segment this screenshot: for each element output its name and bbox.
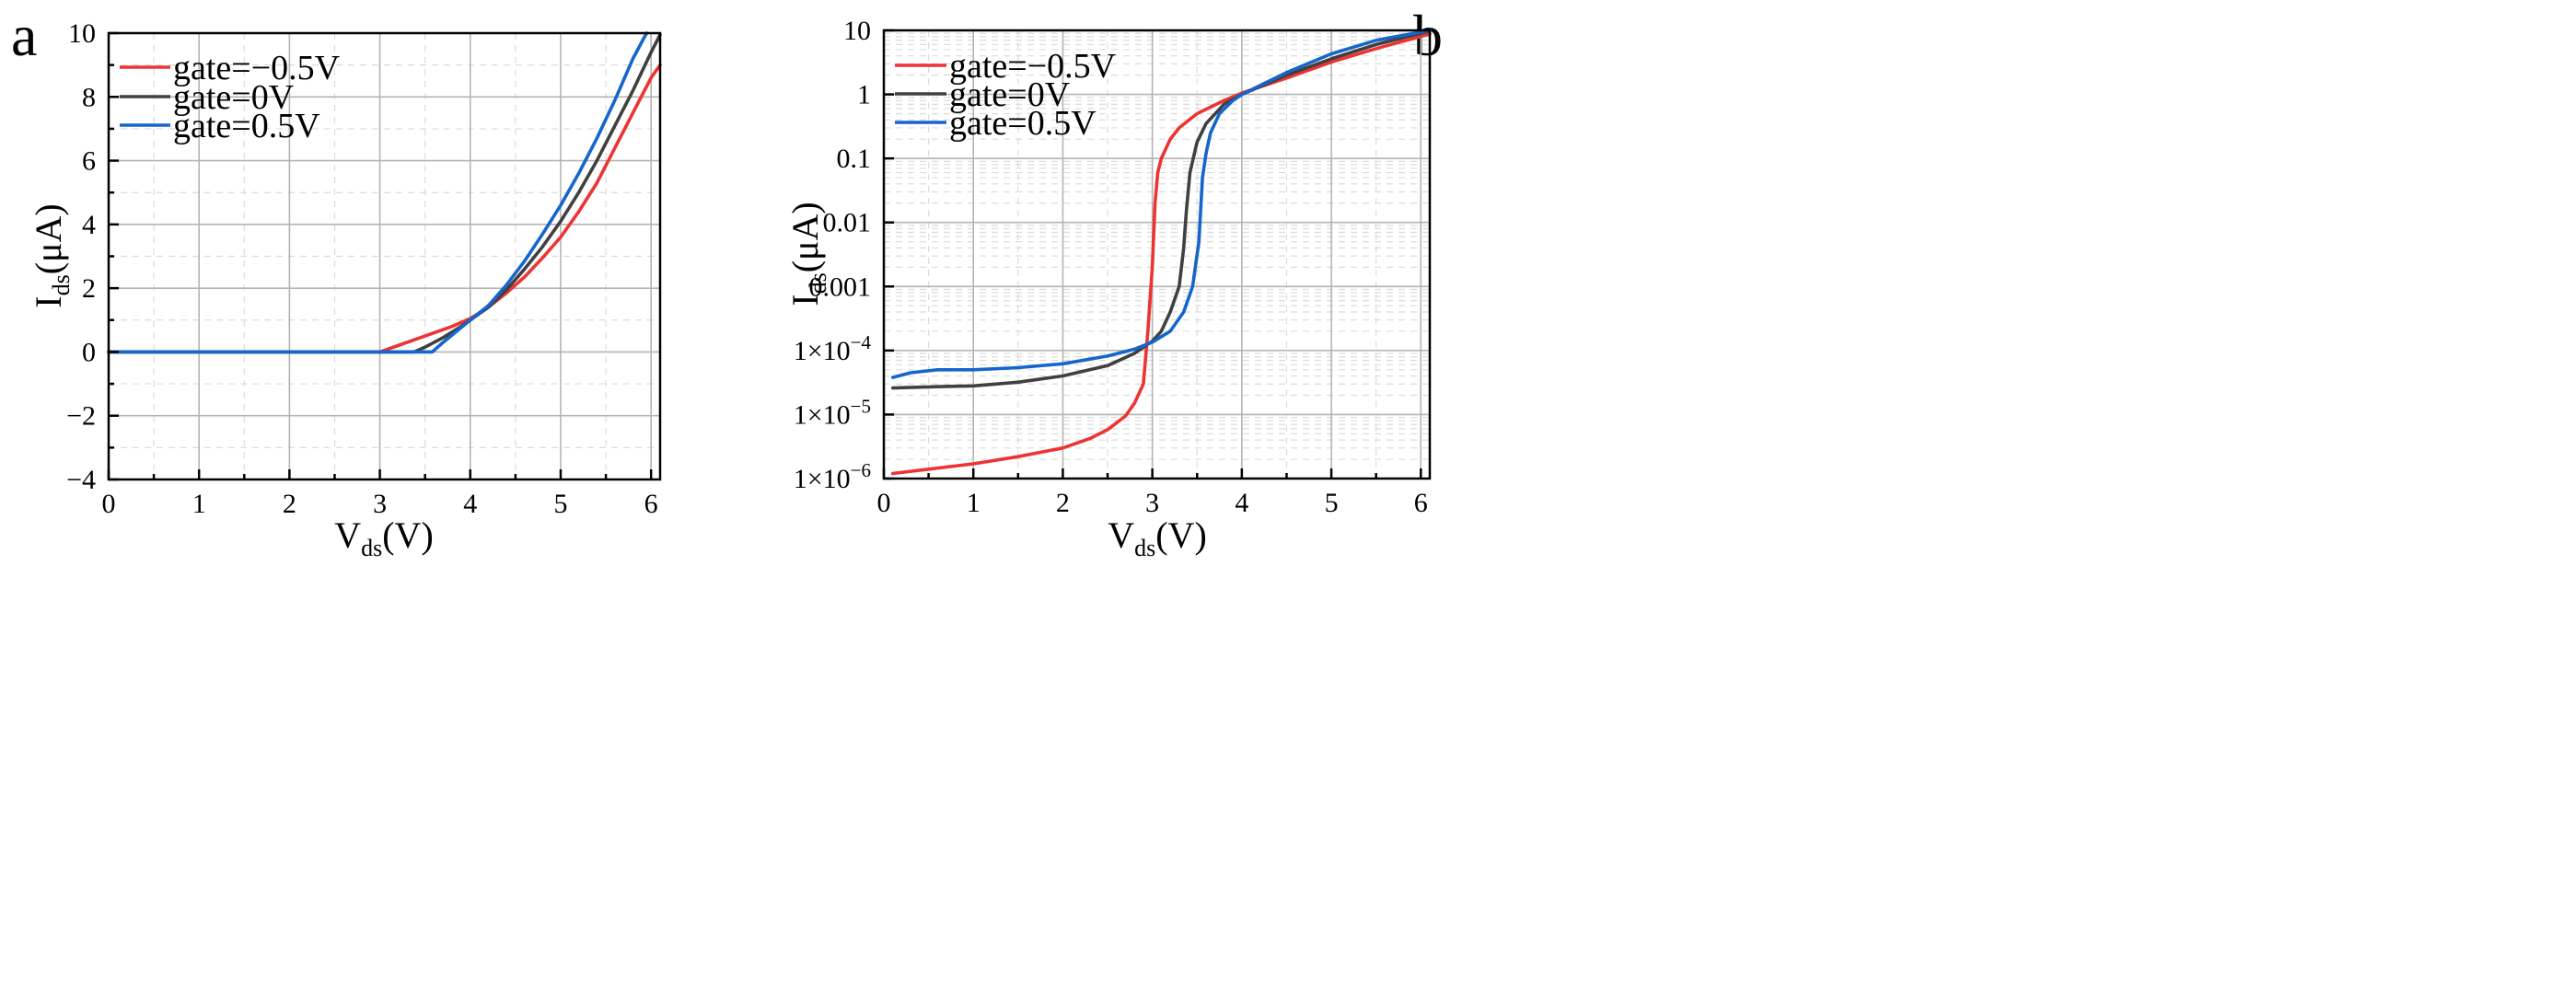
y-tick-label-b-0: 1×10−6 xyxy=(794,459,871,494)
legend-label-a-2: gate=0.5V xyxy=(173,107,320,145)
x-tick-label-a-5: 5 xyxy=(553,489,567,519)
panel-label-a: a xyxy=(11,3,37,68)
legend-item-b-1: gate=0V xyxy=(895,75,1071,114)
y-tick-label-a-6: 8 xyxy=(82,82,96,112)
x-axis-title-sub-a: ds xyxy=(361,535,382,561)
x-tick-label-b-0: 0 xyxy=(877,488,891,518)
x-tick-label-a-1: 1 xyxy=(192,489,206,519)
x-tick-label-a-3: 3 xyxy=(373,489,387,519)
y-axis-title-unit-a: (μA) xyxy=(28,203,69,274)
y-tick-label-a-1: −2 xyxy=(66,401,96,432)
y-tick-label-b-4: 0.01 xyxy=(823,208,872,238)
y-tick-label-a-7: 10 xyxy=(68,18,96,49)
y-axis-title-main-b: I xyxy=(784,294,826,306)
x-axis-title-main-a: V xyxy=(334,514,361,556)
x-tick-label-b-3: 3 xyxy=(1145,488,1159,518)
ticks-b: 0 1 2 3 4 5 6 1×10−6 1×10−5 1×10−4 0.001 0.01 0.1 1 10 xyxy=(794,16,1428,518)
x-tick-label-b-4: 4 xyxy=(1235,488,1248,518)
x-tick-label-a-2: 2 xyxy=(283,489,296,519)
y-tick-label-a-2: 0 xyxy=(82,337,96,367)
x-tick-label-b-5: 5 xyxy=(1325,488,1339,518)
x-axis-title-sub-b: ds xyxy=(1134,535,1155,561)
legend-b: gate=−0.5V gate=0V gate=0.5V xyxy=(895,47,1117,143)
y-tick-label-b-7: 10 xyxy=(843,16,871,46)
y-tick-label-b-6: 1 xyxy=(857,80,871,110)
y-axis-title-a: Ids(μA) xyxy=(28,203,75,307)
x-axis-title-main-b: V xyxy=(1108,514,1134,556)
x-axis-title-unit-a: (V) xyxy=(382,514,434,556)
x-tick-label-a-6: 6 xyxy=(644,489,658,519)
y-axis-title-unit-b: (μA) xyxy=(784,202,826,272)
plot-frame-b xyxy=(882,29,1432,480)
legend-item-b-0: gate=−0.5V xyxy=(895,47,1117,86)
y-tick-label-a-3: 2 xyxy=(82,273,96,304)
x-tick-label-b-1: 1 xyxy=(967,488,981,518)
legend-item-a-2: gate=0.5V xyxy=(120,107,320,145)
x-axis-title-a: Vds(V) xyxy=(334,514,434,561)
x-tick-label-a-0: 0 xyxy=(102,489,116,519)
x-axis-title-unit-b: (V) xyxy=(1155,514,1207,556)
y-axis-title-b: Ids(μA) xyxy=(784,202,831,306)
y-tick-label-a-5: 6 xyxy=(82,146,96,177)
y-axis-title-main-a: I xyxy=(28,295,69,307)
legend-label-b-2: gate=0.5V xyxy=(949,104,1097,143)
ticks-a: 0 1 2 3 4 5 6 −4 −2 0 2 4 6 8 10 xyxy=(66,18,658,519)
y-tick-label-a-0: −4 xyxy=(66,465,96,495)
legend-label-b-0: gate=−0.5V xyxy=(949,47,1117,86)
series-line-a-2 xyxy=(107,31,649,354)
chart-panel-b: b 0 1 2 3 4 5 61×10−61×10−51×10−40.0010.010.11… xyxy=(784,3,1443,561)
x-axis-title-b: Vds(V) xyxy=(1108,514,1207,561)
legend-label-a-1: gate=0V xyxy=(173,78,295,117)
y-tick-label-b-2: 1×10−4 xyxy=(794,331,872,366)
legend-a: gate=−0.5V gate=0V gate=0.5V xyxy=(120,49,341,145)
legend-item-a-0: gate=−0.5V xyxy=(120,49,341,87)
y-axis-title-sub-a: ds xyxy=(48,274,75,295)
legend-label-b-1: gate=0V xyxy=(949,75,1071,114)
y-tick-label-b-3: 0.001 xyxy=(809,271,872,302)
x-tick-label-b-6: 6 xyxy=(1414,488,1428,518)
legend-label-a-0: gate=−0.5V xyxy=(173,49,341,87)
series-line-a-0 xyxy=(107,63,662,354)
legend-item-a-1: gate=0V xyxy=(120,78,295,117)
y-tick-label-b-1: 1×10−5 xyxy=(794,395,871,430)
series-b xyxy=(890,29,1432,476)
legend-item-b-2: gate=0.5V xyxy=(895,104,1097,143)
x-tick-label-b-2: 2 xyxy=(1056,488,1070,518)
y-tick-label-a-4: 4 xyxy=(82,210,96,240)
series-a xyxy=(107,31,662,354)
y-tick-label-b-5: 0.1 xyxy=(837,144,872,174)
y-axis-title-sub-b: ds xyxy=(805,272,831,294)
series-line-b-2 xyxy=(890,29,1432,379)
series-line-a-1 xyxy=(107,32,662,354)
x-tick-label-a-4: 4 xyxy=(463,489,477,519)
